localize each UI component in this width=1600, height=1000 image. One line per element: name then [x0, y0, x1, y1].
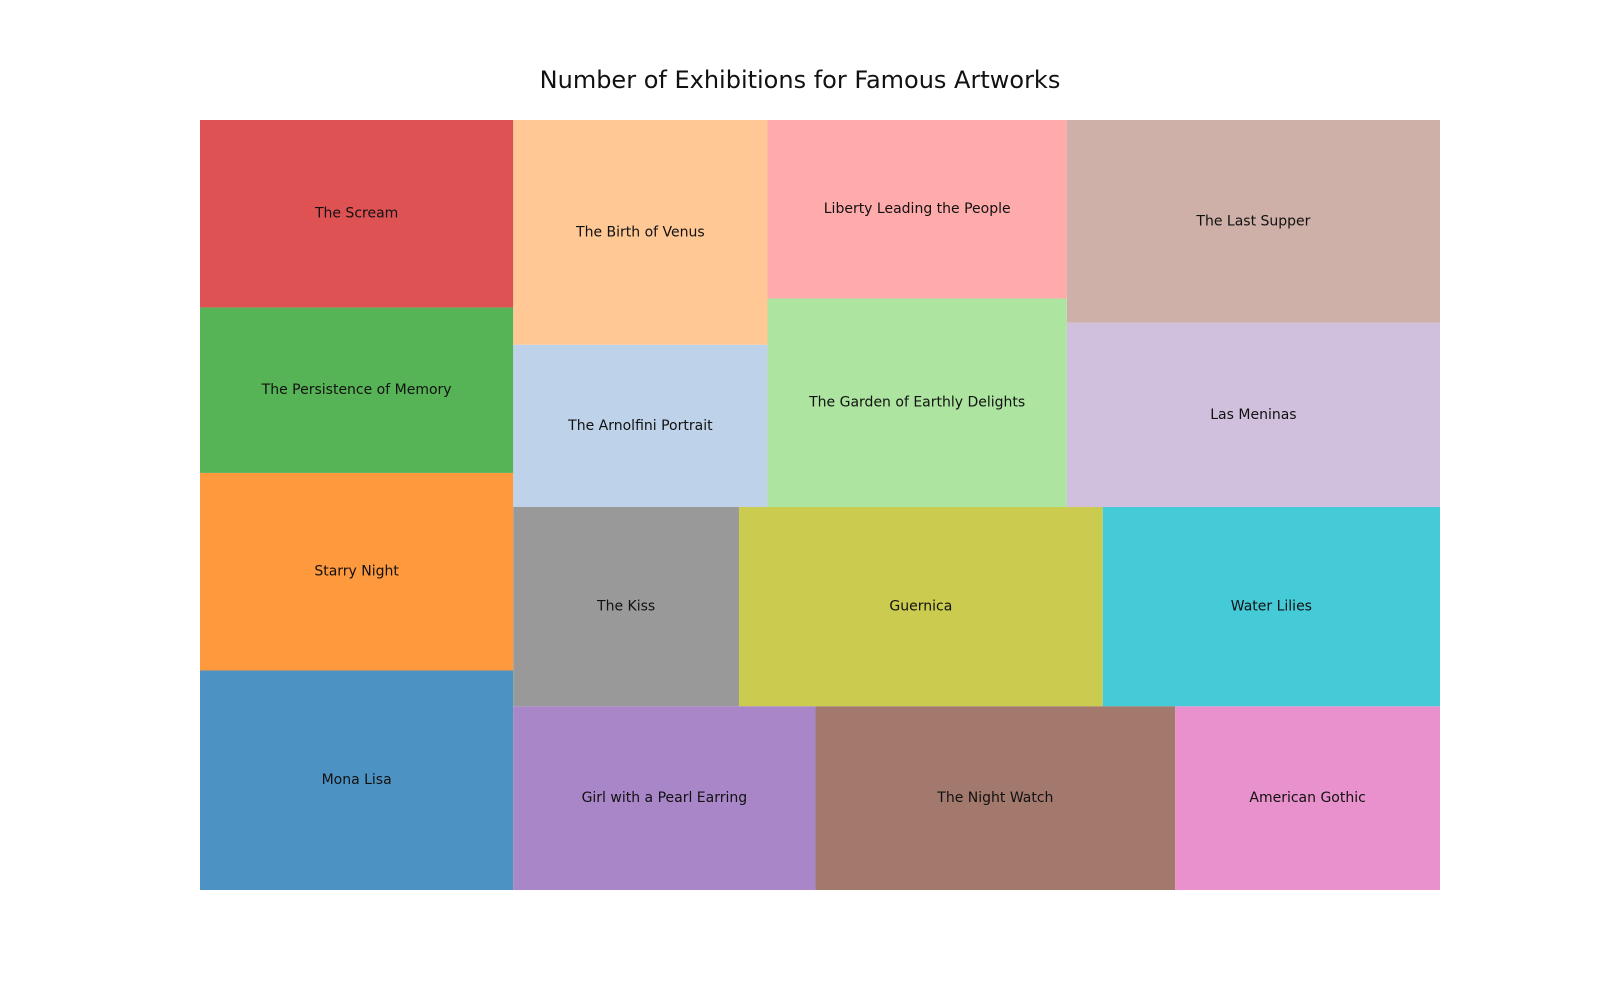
treemap-label: Water Lilies — [1231, 599, 1312, 615]
treemap-tile: The Scream — [200, 120, 514, 308]
treemap-tile: Water Lilies — [1102, 506, 1440, 707]
treemap-tile: The Kiss — [513, 506, 739, 707]
treemap-tile: The Persistence of Memory — [200, 307, 514, 473]
treemap-tile: The Birth of Venus — [513, 120, 768, 345]
treemap-rect — [767, 120, 1067, 299]
treemap-tile: Girl with a Pearl Earring — [513, 706, 816, 890]
treemap-tile: Las Meninas — [1066, 322, 1440, 507]
treemap-rect — [767, 298, 1067, 507]
treemap-rect — [200, 472, 514, 671]
treemap-rect — [738, 506, 1103, 707]
chart-title: Number of Exhibitions for Famous Artwork… — [539, 66, 1061, 94]
treemap-label: The Night Watch — [936, 790, 1053, 806]
treemap-rect — [200, 307, 514, 473]
treemap-label: The Persistence of Memory — [261, 382, 452, 398]
treemap-tile: The Night Watch — [815, 706, 1176, 890]
treemap-rect — [1066, 120, 1440, 323]
treemap-rect — [513, 344, 768, 507]
treemap-rect — [200, 670, 514, 890]
treemap-label: Starry Night — [314, 564, 399, 580]
treemap-tile: The Last Supper — [1066, 120, 1440, 323]
treemap-label: Mona Lisa — [322, 772, 392, 788]
treemap-rect — [1102, 506, 1440, 707]
treemap-label: The Arnolfini Portrait — [567, 418, 713, 434]
treemap-tile: Guernica — [738, 506, 1103, 707]
treemap-tile: Liberty Leading the People — [767, 120, 1067, 299]
treemap-label: The Scream — [314, 206, 398, 222]
treemap-label: The Kiss — [596, 599, 655, 615]
treemap-label: Las Meninas — [1210, 407, 1296, 423]
treemap-tile: Starry Night — [200, 472, 514, 671]
treemap-label: Girl with a Pearl Earring — [582, 790, 748, 806]
treemap-label: The Garden of Earthly Delights — [808, 395, 1025, 411]
treemap-rect — [513, 120, 768, 345]
treemap-rect — [1066, 322, 1440, 507]
treemap-rect — [815, 706, 1176, 890]
treemap-label: Liberty Leading the People — [824, 201, 1011, 217]
treemap-tile: The Garden of Earthly Delights — [767, 298, 1067, 507]
treemap-rect — [513, 506, 739, 707]
treemap-label: The Last Supper — [1195, 213, 1310, 229]
treemap-rect — [1175, 706, 1440, 890]
treemap-tile: The Arnolfini Portrait — [513, 344, 768, 507]
treemap-rect — [200, 120, 514, 308]
treemap-rect — [513, 706, 816, 890]
treemap-tile: Mona Lisa — [200, 670, 514, 890]
treemap-label: The Birth of Venus — [575, 224, 705, 240]
treemap-label: American Gothic — [1249, 790, 1365, 806]
treemap-label: Guernica — [889, 599, 952, 615]
treemap-tile: American Gothic — [1175, 706, 1440, 890]
